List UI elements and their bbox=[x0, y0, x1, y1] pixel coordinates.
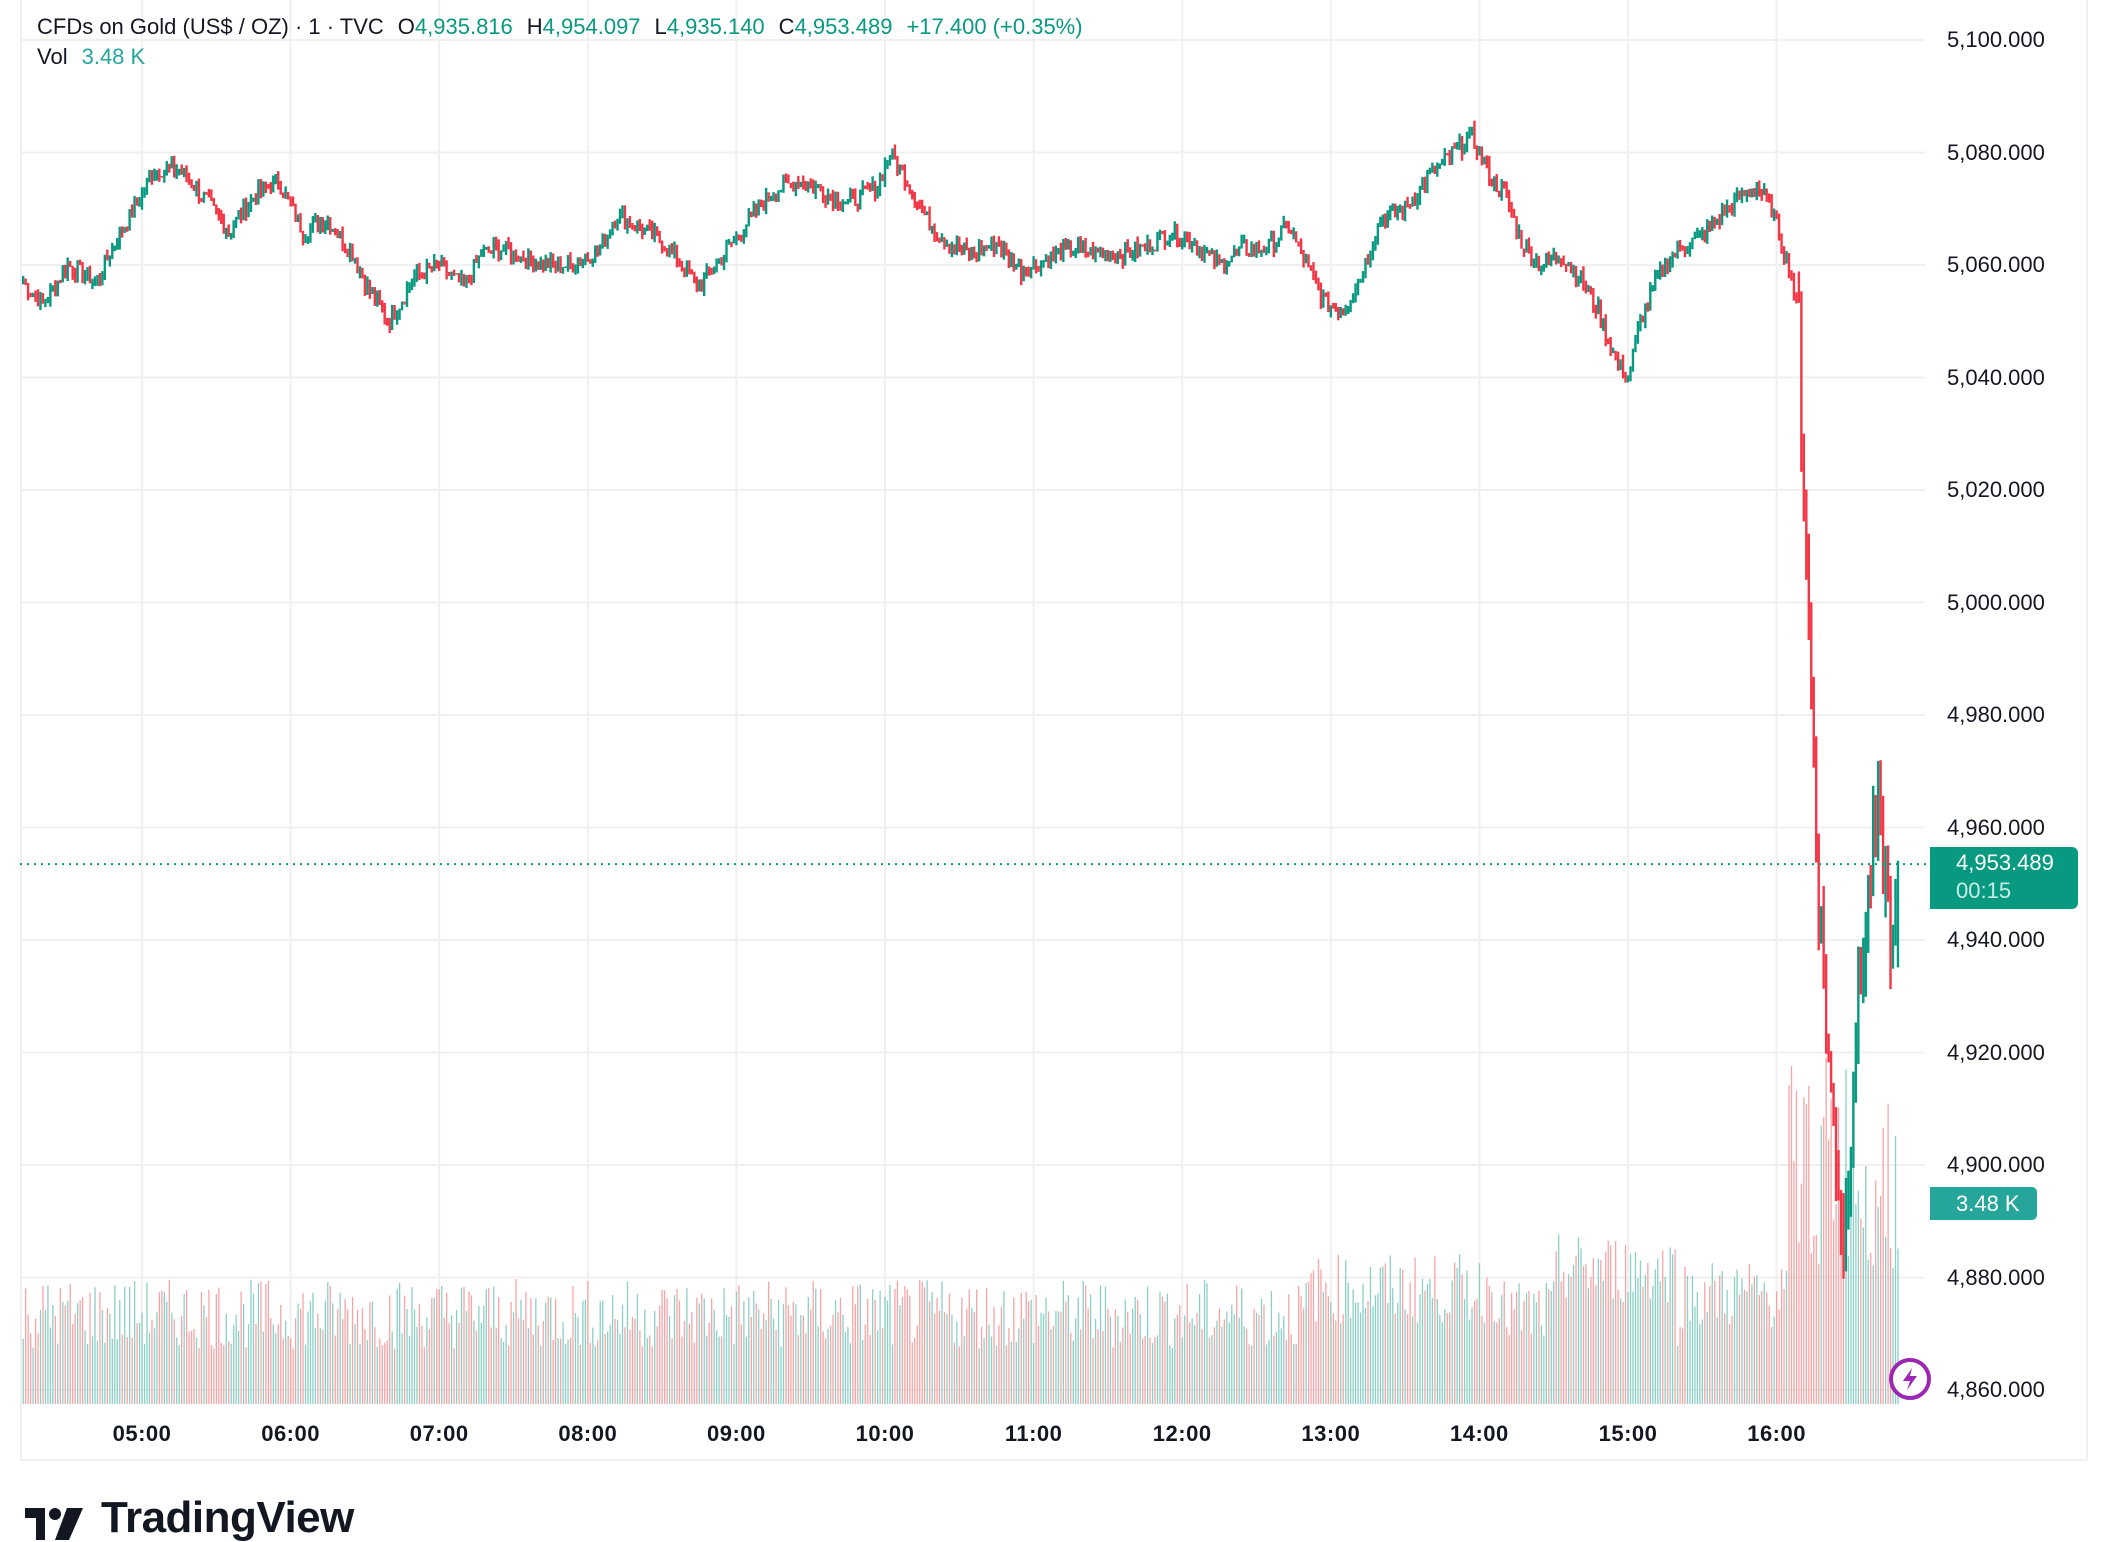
time-axis-label: 12:00 bbox=[1152, 1421, 1212, 1446]
price-axis-label: 4,860.000 bbox=[1947, 1377, 2045, 1402]
time-axis-label: 10:00 bbox=[855, 1421, 915, 1446]
tradingview-wordmark: TradingView bbox=[101, 1493, 354, 1542]
low-label: L bbox=[654, 14, 667, 39]
time-axis-label: 16:00 bbox=[1747, 1421, 1806, 1446]
volume-row: Vol 3.48 K bbox=[37, 42, 1083, 72]
tradingview-mark-icon bbox=[25, 1508, 83, 1540]
chart-legend: CFDs on Gold (US$ / OZ) · 1 · TVC O 4,935… bbox=[37, 12, 1083, 72]
price-axis-label: 5,060.000 bbox=[1947, 252, 2045, 277]
price-axis-label: 5,040.000 bbox=[1947, 364, 2045, 390]
chart-frame[interactable] bbox=[20, 0, 2088, 1461]
price-axis-label: 4,920.000 bbox=[1947, 1039, 2045, 1065]
volume-label[interactable]: Vol bbox=[37, 44, 68, 69]
time-axis-label: 09:00 bbox=[707, 1421, 766, 1446]
volume-bars bbox=[22, 1057, 1899, 1404]
high-value: 4,954.097 bbox=[542, 14, 641, 39]
open-value: 4,935.816 bbox=[414, 14, 513, 39]
price-axis-label: 5,080.000 bbox=[1947, 139, 2045, 165]
time-axis-label: 07:00 bbox=[409, 1421, 469, 1446]
lightning-icon[interactable] bbox=[1889, 1358, 1931, 1400]
price-axis-label: 5,000.000 bbox=[1947, 589, 2045, 615]
symbol-title[interactable]: CFDs on Gold (US$ / OZ) · 1 · TVC bbox=[37, 14, 384, 39]
time-axis-label: 06:00 bbox=[261, 1421, 320, 1446]
time-axis-label: 13:00 bbox=[1301, 1421, 1361, 1446]
time-axis-label: 11:00 bbox=[1004, 1421, 1063, 1446]
tradingview-logo[interactable]: TradingView bbox=[25, 1496, 354, 1540]
last-price-value: 4,953.489 bbox=[1956, 850, 2054, 875]
price-axis-label: 5,100.000 bbox=[1947, 27, 2045, 52]
time-axis-label: 08:00 bbox=[558, 1421, 618, 1446]
open-label: O bbox=[397, 14, 415, 39]
close-label: C bbox=[778, 14, 795, 39]
volume-value: 3.48 K bbox=[81, 44, 146, 69]
price-axis-label: 4,940.000 bbox=[1947, 927, 2045, 952]
bar-countdown: 00:15 bbox=[1956, 878, 2012, 903]
price-axis-label: 4,880.000 bbox=[1947, 1264, 2045, 1290]
ohlc-row: CFDs on Gold (US$ / OZ) · 1 · TVC O 4,935… bbox=[37, 12, 1083, 42]
high-label: H bbox=[526, 14, 543, 39]
grid-lines bbox=[20, 0, 1925, 1404]
volume-tag: 3.48 K bbox=[1930, 1187, 2037, 1220]
price-candles bbox=[21, 120, 1900, 1279]
price-axis-label: 4,980.000 bbox=[1947, 702, 2045, 727]
time-axis-label: 05:00 bbox=[112, 1421, 172, 1446]
price-axis-label: 5,020.000 bbox=[1947, 477, 2045, 502]
time-axis-label: 15:00 bbox=[1598, 1421, 1658, 1446]
time-axis-label: 14:00 bbox=[1450, 1421, 1509, 1446]
price-axis-label: 4,900.000 bbox=[1947, 1152, 2045, 1177]
last-price-tag: 4,953.489 00:15 bbox=[1930, 847, 2078, 909]
bolt-glyph-icon bbox=[1903, 1368, 1917, 1390]
close-value: 4,953.489 bbox=[794, 14, 893, 39]
low-value: 4,935.140 bbox=[666, 14, 765, 39]
price-axis-label: 4,960.000 bbox=[1947, 814, 2045, 840]
change-value: +17.400 (+0.35%) bbox=[906, 14, 1083, 39]
